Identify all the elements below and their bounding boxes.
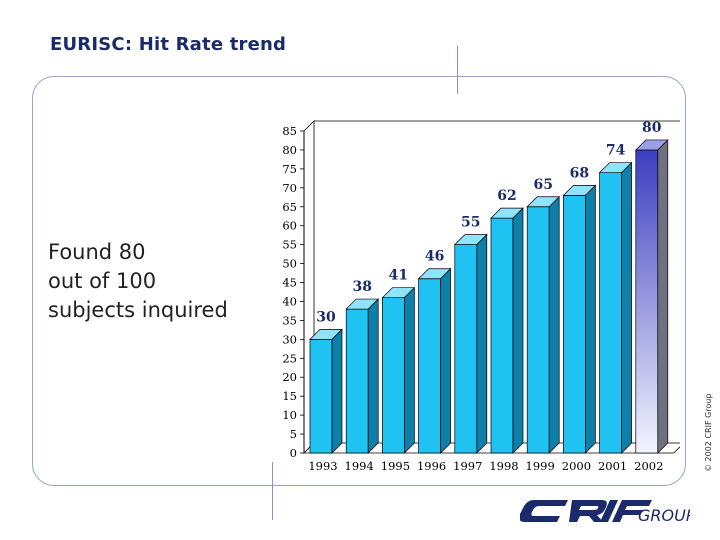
x-tick-label: 1994 — [345, 459, 374, 473]
y-tick-label: 60 — [282, 219, 297, 233]
bar-side — [367, 298, 379, 454]
x-tick-label: 1997 — [453, 459, 482, 473]
bar-side — [404, 286, 415, 454]
bar-side — [512, 207, 524, 454]
y-tick-label: 25 — [282, 351, 297, 365]
x-tick-label: 1995 — [381, 459, 410, 473]
bar-value-label: 38 — [352, 279, 371, 295]
x-tick-label: 2001 — [598, 459, 627, 473]
copyright-note: © 2002 CRIF Group — [704, 393, 713, 472]
bar-value-label: 80 — [642, 120, 662, 136]
bar-value-label: 30 — [316, 309, 336, 325]
bar-front — [309, 339, 333, 454]
bar-value-label: 41 — [389, 268, 408, 284]
bar-side — [440, 267, 451, 454]
bar-front — [563, 195, 586, 454]
crif-group-logo: GROUP — [520, 500, 690, 525]
x-tick-label: 1998 — [489, 459, 518, 473]
x-tick-label: 1999 — [526, 459, 555, 473]
bar-front — [635, 149, 659, 454]
y-tick-label: 85 — [282, 124, 297, 138]
content-frame — [32, 76, 686, 486]
bar-side — [476, 233, 488, 454]
bar-front — [382, 297, 405, 454]
bar-front — [345, 308, 369, 454]
y-tick-label: 65 — [282, 200, 297, 214]
y-tick-label: 40 — [282, 294, 297, 308]
y-tick-label: 75 — [282, 162, 297, 176]
x-tick-label: 2002 — [634, 459, 663, 473]
bar-front — [526, 206, 550, 454]
y-tick-label: 20 — [282, 370, 297, 384]
x-tick-label: 2000 — [562, 459, 591, 473]
bar-front — [599, 172, 622, 454]
y-tick-label: 50 — [282, 257, 297, 271]
bar-front — [418, 278, 441, 454]
divider-line-top — [457, 46, 458, 94]
bar-value-label: 74 — [606, 143, 626, 159]
y-tick-label: 10 — [282, 408, 297, 422]
y-tick-label: 30 — [282, 332, 297, 346]
bar-side — [548, 195, 560, 454]
bar-side — [621, 161, 632, 454]
y-tick-label: 15 — [282, 389, 297, 403]
summary-line-1: Found 80 — [48, 240, 146, 264]
y-tick-label: 45 — [282, 276, 297, 290]
summary-line-3: subjects inquired — [48, 298, 228, 322]
divider-line-bottom — [272, 462, 273, 520]
summary-text: Found 80 out of 100 subjects inquired — [48, 238, 278, 325]
x-tick-label: 1996 — [417, 459, 446, 473]
bar-front — [490, 217, 514, 454]
hit-rate-bar-chart: 0 5 10 15 20 25 30 35 40 45 50 55 60 65 70 75 80 85 30 1993… — [282, 120, 680, 473]
bar-value-label: 65 — [533, 177, 552, 193]
bar-value-label: 46 — [425, 249, 444, 265]
x-tick-label: 1993 — [308, 459, 337, 473]
bar-value-label: 62 — [497, 188, 516, 204]
bar-value-label: 68 — [570, 165, 589, 181]
summary-line-2: out of 100 — [48, 269, 157, 293]
bar-side — [331, 328, 343, 454]
bar-side — [585, 184, 596, 454]
y-tick-label: 55 — [282, 238, 297, 252]
y-tick-label: 5 — [290, 427, 297, 441]
y-tick-label: 80 — [282, 143, 297, 157]
bar-front — [454, 244, 478, 454]
bar-value-label: 55 — [461, 215, 480, 231]
slide-title: EURISC: Hit Rate trend — [50, 34, 287, 55]
y-tick-label: 35 — [282, 313, 297, 327]
y-tick-label: 0 — [290, 446, 297, 460]
svg-text:GROUP: GROUP — [638, 506, 690, 525]
y-tick-label: 70 — [282, 181, 297, 195]
bar-side — [657, 139, 669, 454]
